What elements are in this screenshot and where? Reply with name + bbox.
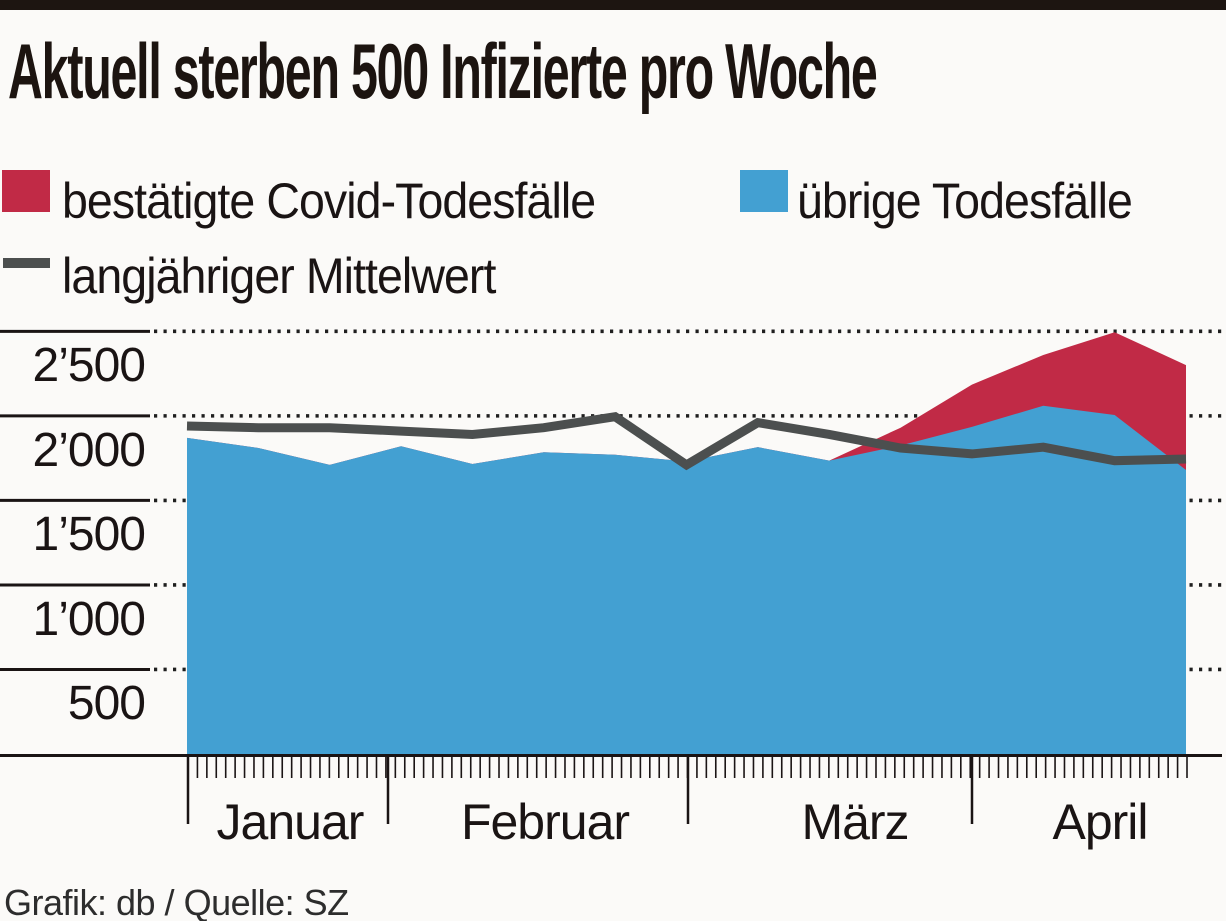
y-axis-label: 1’000 bbox=[32, 592, 146, 646]
legend-label-other: übrige Todesfälle bbox=[797, 173, 1133, 229]
month-label: Januar bbox=[216, 794, 365, 850]
chart-title: Aktuell sterben 500 Infizierte pro Woche bbox=[8, 27, 878, 115]
line-longterm-mean bbox=[186, 412, 1187, 471]
y-axis-label: 500 bbox=[67, 677, 146, 731]
month-label: April bbox=[1052, 794, 1148, 850]
legend-swatch-mean-line bbox=[3, 258, 50, 268]
legend-label-mean: langjähriger Mittelwert bbox=[62, 248, 496, 304]
area-other-deaths bbox=[187, 405, 1186, 754]
source-credit: Grafik: db / Quelle: SZ bbox=[4, 882, 349, 921]
y-axis-label: 2’000 bbox=[32, 423, 146, 477]
legend-swatch-other bbox=[740, 170, 788, 212]
legend-swatch-covid bbox=[2, 170, 50, 212]
month-label: März bbox=[801, 794, 909, 850]
legend-label-covid: bestätigte Covid-Todesfälle bbox=[62, 173, 596, 229]
y-axis-label: 1’500 bbox=[32, 508, 146, 562]
month-label: Februar bbox=[460, 794, 630, 850]
y-axis-label: 2’500 bbox=[32, 339, 146, 393]
top-accent-bar bbox=[0, 0, 1226, 10]
